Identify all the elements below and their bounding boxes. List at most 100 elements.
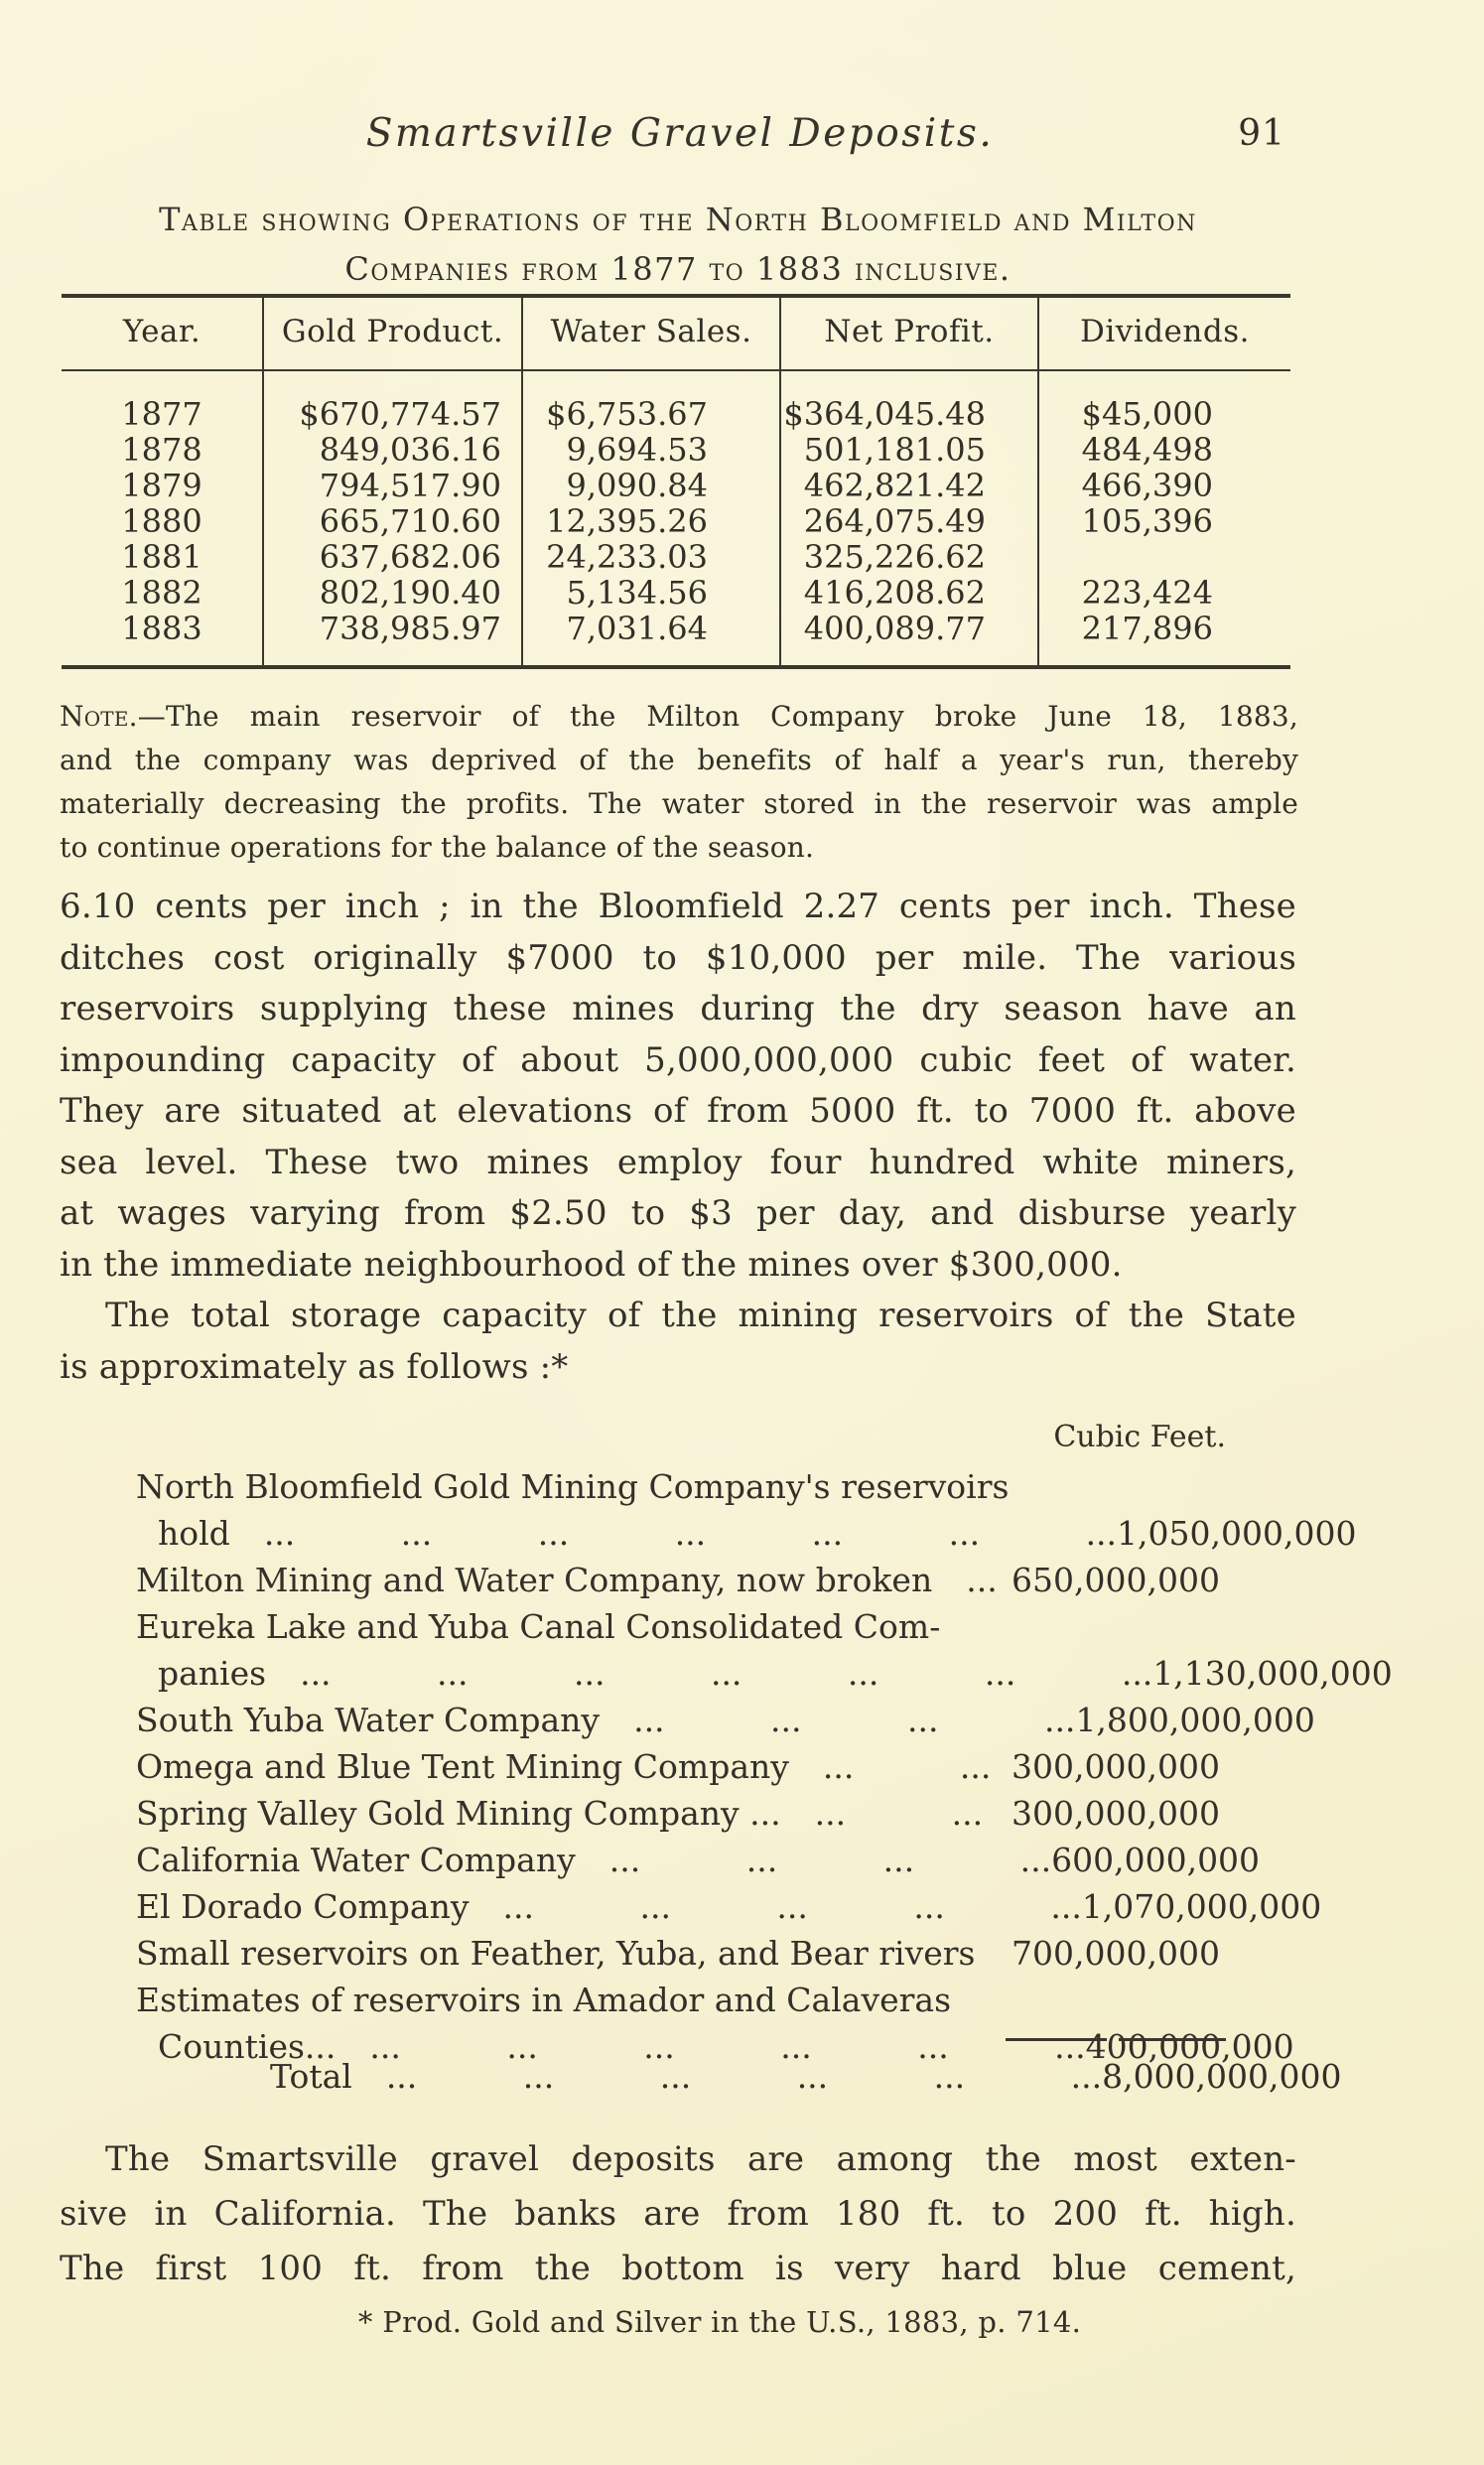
table-header-row: Year. Gold Product. Water Sales. Net Pro… (62, 296, 1290, 371)
cell-year: 1878 (121, 431, 202, 469)
cell-net-profit: 325,226.62 (779, 539, 1038, 575)
body-paragraph-2: The total storage capacity of the mining… (60, 1291, 1296, 1393)
col-header-net-profit: Net Profit. (779, 296, 1038, 371)
leader-dots: ... ... ... ... ... ... (369, 2027, 1086, 2066)
table-row-1883: 1883 738,985.97 7,031.64 400,089.77 217,… (62, 611, 1290, 667)
total-value: 8,000,000,000 (1102, 2057, 1342, 2096)
list-item: North Bloomfield Gold Mining Company's r… (60, 1467, 1226, 1514)
cell-net-profit: 416,208.62 (779, 575, 1038, 611)
rule-segment (1119, 2038, 1226, 2041)
rule-segment (1006, 2038, 1107, 2041)
text-line: at wages varying from $2.50 to $3 per da… (60, 1193, 1296, 1233)
cell-net-profit: 264,075.49 (779, 503, 1038, 539)
cell-gold-product: 794,517.90 (262, 468, 522, 503)
cell-gold-product: 849,036.16 (262, 432, 522, 468)
cell-year: 1883 (121, 610, 202, 647)
list-item-label: Spring Valley Gold Mining Company ... (136, 1794, 781, 1833)
cell-year: 1881 (121, 538, 202, 576)
leader-dots: ... ... ... ... ... ... ... (300, 1654, 1153, 1693)
table-row-1878: 1878 849,036.16 9,694.53 501,181.05 484,… (62, 432, 1290, 468)
note-line: Note.—The main reservoir of the Milton C… (60, 700, 1298, 733)
cell-water-sales: 12,395.26 (521, 503, 780, 539)
list-item-value: 600,000,000 (1051, 1841, 1261, 1879)
cell-year: 1882 (121, 574, 202, 612)
table-caption-line1: Table showing Operations of the North Bl… (159, 201, 1197, 238)
text-line: The first 100 ft. from the bottom is ver… (60, 2249, 1296, 2288)
list-item-value: 1,070,000,000 (1081, 1887, 1322, 1926)
footnote: * Prod. Gold and Silver in the U.S., 188… (357, 2305, 1082, 2339)
list-item-value: 300,000,000 (1012, 1747, 1220, 1786)
list-item: Spring Valley Gold Mining Company ... ..… (60, 1794, 1226, 1841)
col-header-water-sales: Water Sales. (521, 296, 780, 371)
cell-water-sales: 9,694.53 (521, 432, 780, 468)
list-item-label: Omega and Blue Tent Mining Company (136, 1747, 789, 1786)
leader-dots: ... ... (814, 1794, 984, 1833)
leader-dots: ... ... ... ... (608, 1841, 1052, 1879)
list-item-label: Counties... (158, 2027, 337, 2066)
list-item: Small reservoirs on Feather, Yuba, and B… (60, 1934, 1226, 1981)
table-row-1877: 1877 $670,774.57 $6,753.67 $364,045.48 $… (62, 370, 1290, 432)
total-row: Total ... ... ... ... ... ... 8,000,000,… (60, 2057, 1342, 2104)
cell-net-profit: 462,821.42 (779, 468, 1038, 503)
list-item: California Water Company ... ... ... ...… (60, 1841, 1260, 1887)
cell-water-sales: 24,233.03 (521, 539, 780, 575)
note-line: and the company was deprived of the bene… (60, 744, 1298, 776)
text-line: ditches cost originally $7000 to $10,000… (60, 937, 1296, 978)
list-item: hold ... ... ... ... ... ... ... 1,050,0… (60, 1514, 1356, 1561)
text-line: reservoirs supplying these mines during … (60, 989, 1296, 1028)
cell-gold-product: $670,774.57 (262, 370, 522, 432)
list-item-value: 400,000,000 (1085, 2027, 1294, 2066)
body-paragraph-1: 6.10 cents per inch ; in the Bloomfield … (60, 882, 1296, 1291)
list-item: Milton Mining and Water Company, now bro… (60, 1561, 1226, 1607)
cell-dividends: 223,424 (1037, 575, 1290, 611)
text-line: 6.10 cents per inch ; in the Bloomfield … (60, 887, 1296, 926)
list-item-label: California Water Company (136, 1841, 576, 1879)
text-line: The Smartsville gravel deposits are amon… (105, 2139, 1296, 2179)
cell-net-profit: 400,089.77 (779, 611, 1038, 667)
leader-dots: ... (966, 1561, 998, 1599)
table-row-1882: 1882 802,190.40 5,134.56 416,208.62 223,… (62, 575, 1290, 611)
total-rule (60, 2038, 1226, 2041)
list-item-label: hold (158, 1514, 230, 1553)
cell-water-sales: 9,090.84 (521, 468, 780, 503)
cell-net-profit: $364,045.48 (779, 370, 1038, 432)
storage-capacity-list: North Bloomfield Gold Mining Company's r… (60, 1467, 1393, 2074)
cell-year: 1880 (121, 502, 202, 540)
col-header-gold-product: Gold Product. (262, 296, 522, 371)
text-line: The total storage capacity of the mining… (105, 1296, 1296, 1335)
leader-dots: ... ... ... ... ... (502, 1887, 1082, 1926)
leader-dots: ... ... (822, 1747, 992, 1786)
cell-water-sales: 7,031.64 (521, 611, 780, 667)
list-item-value: 300,000,000 (1012, 1794, 1220, 1833)
list-item: El Dorado Company ... ... ... ... ... 1,… (60, 1887, 1321, 1934)
cell-dividends (1037, 539, 1290, 575)
cell-gold-product: 637,682.06 (262, 539, 522, 575)
list-item-label: North Bloomfield Gold Mining Company's r… (136, 1467, 1010, 1506)
note-label: Note. (60, 700, 138, 733)
page-number: 91 (1238, 113, 1285, 154)
list-item: Eureka Lake and Yuba Canal Consolidated … (60, 1607, 1226, 1654)
list-item-value: 650,000,000 (1012, 1561, 1220, 1599)
running-head: Smartsville Gravel Deposits. (365, 111, 995, 156)
note-line: to continue operations for the balance o… (60, 831, 815, 864)
cell-dividends: 105,396 (1037, 503, 1290, 539)
leader-dots: ... ... ... ... (633, 1701, 1076, 1739)
list-item-label: Eureka Lake and Yuba Canal Consolidated … (136, 1607, 941, 1646)
cell-year: 1879 (121, 467, 202, 504)
list-item-label: Milton Mining and Water Company, now bro… (136, 1561, 933, 1599)
list-item-label: panies (158, 1654, 267, 1693)
text-line: is approximately as follows :* (60, 1346, 569, 1387)
cell-water-sales: 5,134.56 (521, 575, 780, 611)
cell-year: 1877 (121, 395, 202, 433)
cell-water-sales: $6,753.67 (521, 370, 780, 432)
body-paragraph-3: The Smartsville gravel deposits are amon… (60, 2132, 1296, 2296)
note-line: materially decreasing the profits. The w… (60, 787, 1298, 820)
cell-net-profit: 501,181.05 (779, 432, 1038, 468)
total-label: Total (270, 2057, 352, 2096)
cell-dividends: 466,390 (1037, 468, 1290, 503)
cell-dividends: $45,000 (1037, 370, 1290, 432)
leader-dots: ... ... ... ... ... ... ... (263, 1514, 1118, 1553)
list-item-label: El Dorado Company (136, 1887, 470, 1926)
list-item: South Yuba Water Company ... ... ... ...… (60, 1701, 1315, 1747)
